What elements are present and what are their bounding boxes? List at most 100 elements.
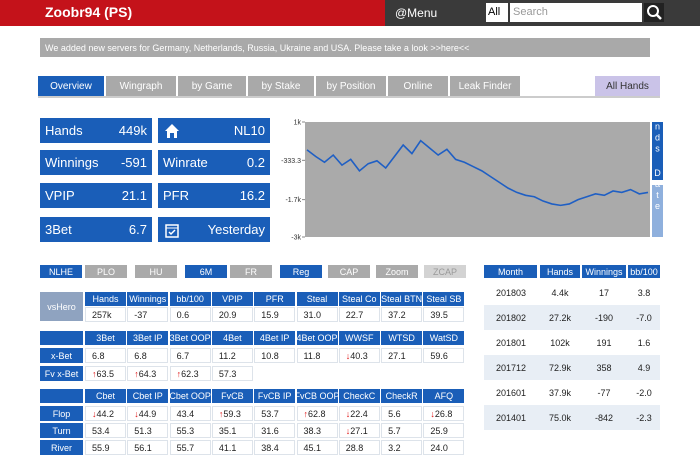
filter-button[interactable]: FR — [230, 265, 272, 278]
tab[interactable]: by Position — [316, 76, 386, 96]
stat-box — [40, 183, 152, 208]
filter-button[interactable]: ZCAP — [424, 265, 466, 278]
stat-cell: 0.6 — [169, 307, 211, 322]
filter-button[interactable]: Zoom — [376, 265, 418, 278]
column-header: bb/100 — [169, 292, 211, 306]
y-tick-label: -3k — [291, 235, 301, 242]
stat-cell: ↓ 40.3 — [338, 348, 380, 363]
tab[interactable]: All Hands — [595, 76, 660, 96]
tab[interactable]: Leak Finder — [450, 76, 520, 96]
filter-button[interactable]: PLO — [85, 265, 127, 278]
tab[interactable]: by Game — [178, 76, 246, 96]
column-header: 4Bet IP — [254, 331, 296, 345]
stat-cell: ↓ 22.4 — [338, 406, 380, 421]
monthly-cell: -77 — [597, 387, 611, 398]
column-header: Steal Co — [338, 292, 380, 306]
graph-side-label: Date — [653, 168, 663, 212]
monthly-cell: -7.0 — [636, 312, 652, 323]
monthly-cell: -190 — [594, 312, 613, 323]
tab-underline — [38, 96, 660, 98]
stat-cell: 38.3 — [296, 423, 338, 438]
y-tick-label: -1.7k — [285, 197, 301, 204]
column-header: Winnings — [127, 292, 169, 306]
trend-arrow: ↓ — [345, 350, 351, 361]
stat-value: 16.2 — [239, 188, 265, 203]
search-button[interactable] — [644, 3, 664, 22]
column-header: 3Bet IP — [127, 331, 169, 345]
stat-cell: 31.0 — [296, 307, 338, 322]
trend-arrow: ↓ — [345, 408, 351, 419]
stat-box — [158, 150, 270, 175]
stat-cell: 15.9 — [254, 307, 296, 322]
monthly-cell: 201601 — [496, 387, 527, 398]
tab[interactable]: Overview — [38, 76, 104, 96]
stat-label: Winrate — [163, 155, 208, 170]
home-icon — [165, 124, 179, 138]
stat-cell: 59.6 — [423, 348, 465, 363]
tab[interactable]: Wingraph — [106, 76, 176, 96]
stat-label: PFR — [163, 188, 189, 203]
stat-box — [158, 183, 270, 208]
trend-arrow: ↓ — [345, 425, 351, 436]
monthly-cell: 201401 — [496, 412, 527, 423]
filter-button[interactable]: CAP — [328, 265, 370, 278]
y-tick-label: 1k — [294, 120, 302, 127]
stat-cell: 5.7 — [381, 423, 423, 438]
monthly-row — [484, 380, 660, 405]
stat-cell: 22.7 — [338, 307, 380, 322]
stat-cell: 11.8 — [296, 348, 338, 363]
site-title[interactable]: Zoobr94 (PS) — [45, 4, 133, 20]
stat-cell: ↑ 59.3 — [211, 406, 253, 421]
trend-arrow: ↑ — [134, 368, 139, 379]
row-label: x-Bet — [40, 348, 83, 363]
stat-cell: 6.7 — [169, 348, 211, 363]
search-input[interactable]: Search — [510, 3, 642, 22]
stat-cell: 56.1 — [127, 440, 169, 455]
trend-arrow: ↓ — [430, 408, 435, 419]
home-shape — [165, 124, 179, 138]
stat-value: Yesterday — [207, 222, 265, 237]
stat-cell: 51.3 — [127, 423, 169, 438]
column-header: Cbet — [85, 389, 126, 403]
monthly-cell: -842 — [594, 412, 613, 423]
stat-cell: 38.4 — [254, 440, 296, 455]
column-header: FvCB OOP — [296, 389, 338, 403]
notice-bar[interactable]: We added new servers for Germany, Nether… — [40, 38, 650, 57]
title-bar — [0, 0, 385, 26]
filter-button[interactable]: 6M — [185, 265, 227, 278]
row-label: River — [40, 440, 83, 455]
monthly-row — [484, 355, 660, 380]
monthly-cell: 201803 — [496, 287, 527, 298]
stat-cell: ↑ 62.3 — [169, 366, 211, 381]
column-header: WWSF — [338, 331, 380, 345]
filter-button[interactable]: NLHE — [40, 265, 82, 278]
stat-value: 0.2 — [246, 155, 265, 170]
column-header: Cbet OOP — [169, 389, 211, 403]
stat-label: VPIP — [45, 188, 75, 203]
corner-cell: vsHero — [40, 292, 83, 321]
trend-arrow: ↓ — [134, 408, 139, 419]
monthly-header: bb/100 — [628, 265, 660, 278]
menu-button[interactable]: @Menu — [395, 6, 438, 20]
stat-value: -591 — [120, 155, 147, 170]
stat-cell: ↓ 26.8 — [423, 406, 465, 421]
monthly-cell: -2.0 — [636, 387, 652, 398]
stat-cell: 57.3 — [211, 366, 253, 381]
tab[interactable]: by Stake — [248, 76, 314, 96]
trend-arrow: ↑ — [176, 368, 182, 379]
stat-cell: 6.8 — [85, 348, 126, 363]
tab[interactable]: Online — [388, 76, 448, 96]
search-icon-handle — [655, 13, 662, 20]
stat-label: Hands — [45, 123, 83, 138]
filter-button[interactable]: Reg — [280, 265, 322, 278]
column-header: Cbet IP — [127, 389, 169, 403]
column-header: AFQ — [423, 389, 465, 403]
stat-label: 3Bet — [45, 222, 72, 237]
monthly-cell: 27.2k — [548, 312, 572, 323]
stat-cell: 41.1 — [211, 440, 253, 455]
filter-select[interactable]: All — [486, 3, 508, 22]
y-tick-label: -333.3 — [281, 158, 301, 165]
filter-button[interactable]: HU — [135, 265, 177, 278]
stat-cell: 31.6 — [254, 423, 296, 438]
row-label: Fv x-Bet — [40, 366, 83, 381]
